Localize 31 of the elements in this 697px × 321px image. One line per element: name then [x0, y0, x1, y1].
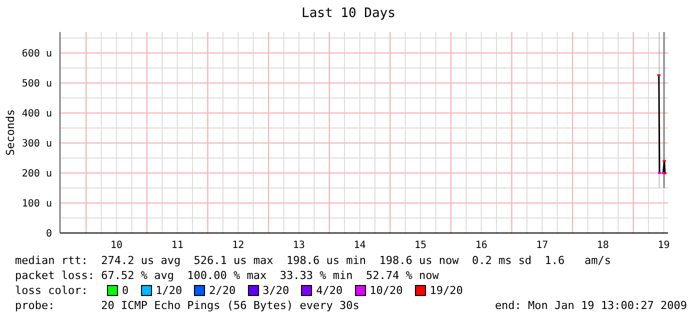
x-tick-label: 12 — [232, 240, 244, 252]
legend-label: 3/20 — [262, 283, 290, 298]
x-tick-label: 18 — [596, 240, 609, 252]
legend-label: 4/20 — [316, 283, 343, 298]
legend-label: 1/20 — [156, 283, 182, 298]
x-tick-label: 17 — [536, 240, 548, 252]
legend-title: loss color: — [15, 283, 89, 298]
y-tick-label: 600 u — [22, 48, 52, 60]
y-tick-label: 0 — [46, 228, 52, 240]
legend-label: 19/20 — [430, 283, 463, 298]
legend-label: 10/20 — [370, 283, 403, 298]
text: probe: 20 ICMP Echo Pings (56 Bytes) every 30s — [15, 298, 360, 313]
y-tick-label: 500 u — [22, 78, 52, 90]
y-tick-label: 400 u — [22, 108, 52, 120]
text: median rtt: 274.2 us avg 526.1 us max 198.6 us min 198.6 us now 0.2 ms sd 1.6 am/s — [15, 253, 612, 268]
y-tick-label: 100 u — [22, 198, 52, 210]
text: end: Mon Jan 19 13:00:27 2009 — [494, 298, 687, 313]
y-axis-title: Seconds — [4, 109, 17, 156]
x-tick-label: 19 — [658, 240, 670, 252]
text: packet loss: 67.52 % avg 100.00 % max 33.33 % min 52.74 % now — [15, 268, 440, 283]
x-tick-label: 15 — [414, 240, 427, 252]
x-tick-label: 16 — [475, 240, 488, 252]
legend-label: 2/20 — [209, 283, 236, 298]
y-tick-label: 300 u — [22, 138, 52, 150]
x-tick-label: 10 — [110, 240, 123, 252]
legend-label: 0 — [122, 283, 129, 298]
x-tick-label: 11 — [171, 240, 184, 252]
x-tick-label: 14 — [354, 240, 366, 252]
chart-title: Last 10 Days — [300, 6, 396, 21]
x-tick-label: 13 — [292, 240, 305, 252]
y-tick-label: 200 u — [22, 168, 52, 180]
